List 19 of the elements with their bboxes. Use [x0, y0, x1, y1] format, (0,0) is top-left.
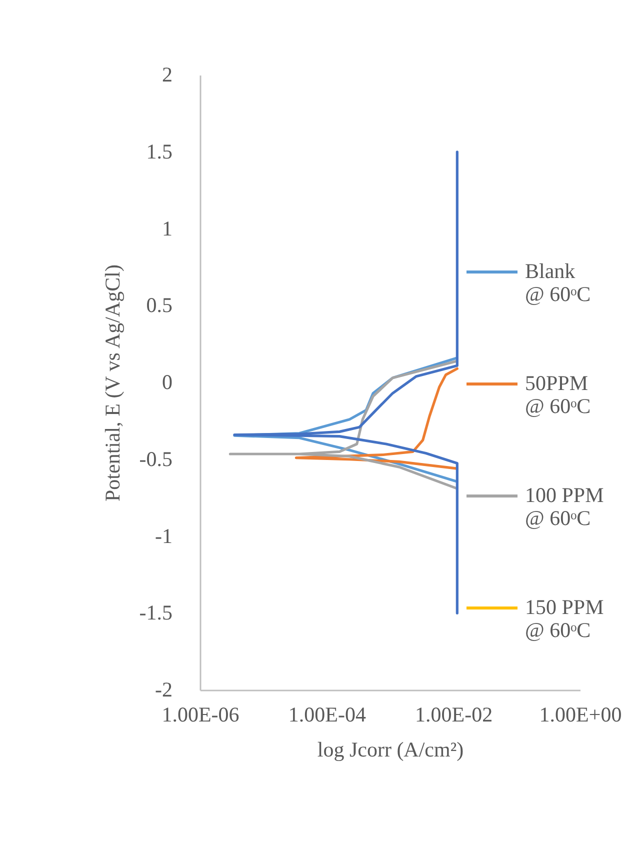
- y-tick-label: -1: [155, 524, 172, 548]
- x-tick-label: 1.00E-02: [415, 702, 493, 726]
- legend-label: 100 PPM @ 60ᵒC: [525, 483, 604, 530]
- legend-label: 150 PPM @ 60ᵒC: [525, 595, 604, 642]
- x-tick-label: 1.00E-04: [288, 702, 366, 726]
- y-tick-label: 0.5: [146, 293, 172, 318]
- x-axis-title: log Jcorr (A/cm²): [317, 738, 464, 762]
- y-tick-label: 1: [162, 216, 172, 240]
- y-tick-label: 2: [162, 62, 172, 86]
- y-axis-title: Potential, E (V vs Ag/AgCl): [100, 264, 124, 502]
- y-tick-label: 0: [162, 370, 172, 394]
- x-tick-label: 1.00E-06: [162, 702, 240, 726]
- y-tick-label: -1.5: [139, 600, 172, 625]
- y-tick-label: 1.5: [146, 139, 172, 164]
- x-tick-label: 1.00E+00: [539, 702, 622, 726]
- legend-label: 50PPM @ 60ᵒC: [525, 371, 591, 418]
- y-tick-label: -2: [155, 678, 172, 702]
- legend-label: Blank @ 60ᵒC: [525, 259, 591, 306]
- y-tick-label: -0.5: [139, 446, 172, 471]
